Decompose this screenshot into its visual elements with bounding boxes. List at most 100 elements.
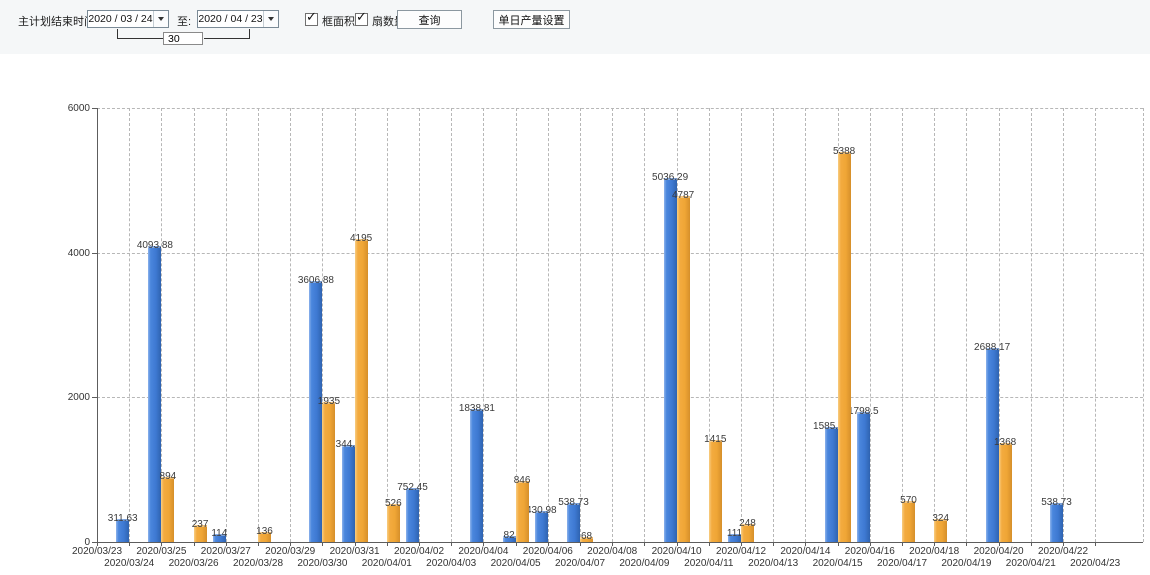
bar-fan-count — [998, 443, 1012, 542]
bar-value-label: 324 — [932, 512, 950, 524]
x-gridline — [580, 108, 581, 542]
x-gridline — [290, 108, 292, 542]
end-date-picker[interactable]: 2020 / 04 / 23 — [197, 10, 279, 28]
bar-fan-count — [354, 238, 368, 542]
x-tick — [1030, 542, 1032, 546]
x-gridline — [644, 108, 646, 542]
bar-value-label: 4787 — [671, 189, 695, 201]
dropdown-arrow-icon[interactable] — [263, 11, 278, 27]
bar-fan-count — [902, 500, 915, 542]
x-tick-label: 2020/04/03 — [426, 558, 477, 569]
bar-fan-count — [708, 439, 722, 542]
x-tick-label: 2020/03/27 — [200, 546, 251, 557]
x-gridline — [708, 108, 710, 542]
x-gridline — [483, 108, 485, 542]
y-tick — [92, 542, 97, 543]
bar-value-label: 4093.88 — [136, 239, 173, 251]
x-tick — [225, 542, 227, 546]
x-tick-label: 2020/03/25 — [136, 546, 187, 557]
x-tick — [966, 542, 968, 546]
connector-line — [249, 29, 250, 39]
x-tick-label: 2020/04/12 — [715, 546, 767, 557]
dropdown-arrow-icon[interactable] — [153, 11, 168, 27]
x-tick — [1063, 542, 1064, 546]
x-tick-label: 2020/03/28 — [232, 558, 284, 569]
query-button[interactable]: 查询 — [397, 10, 462, 29]
bar-value-label: 111 — [726, 527, 743, 539]
bar-frame-area — [309, 281, 323, 542]
bar-frame-area — [148, 245, 162, 542]
frame-area-checkbox[interactable]: ✓ — [305, 9, 318, 26]
interval-days-input[interactable] — [163, 32, 203, 45]
x-tick — [129, 542, 131, 546]
x-gridline — [193, 108, 195, 542]
bar-value-label: 5036.29 — [652, 171, 689, 183]
x-tick — [515, 542, 517, 546]
bar-value-label: 752.45 — [397, 481, 428, 493]
bar-fan-count — [580, 537, 593, 542]
bar-value-label: 2688.17 — [974, 341, 1011, 353]
x-tick-label: 2020/03/30 — [297, 558, 348, 569]
x-gridline — [1095, 108, 1097, 542]
x-tick — [161, 542, 163, 546]
connector-line — [117, 38, 163, 39]
x-tick-label: 2020/03/31 — [329, 546, 380, 557]
x-tick — [354, 542, 356, 546]
bar-value-label: 68 — [580, 531, 593, 543]
start-date-picker[interactable]: 2020 / 03 / 24 — [87, 10, 169, 28]
bar-frame-area — [470, 408, 484, 542]
x-tick — [998, 542, 1000, 546]
y-tick-label: 0 — [84, 537, 90, 548]
x-tick-label: 2020/04/18 — [909, 546, 960, 557]
bar-fan-count — [676, 195, 690, 542]
bar-fan-count — [161, 477, 175, 542]
x-gridline — [161, 108, 163, 542]
x-gridline — [773, 108, 775, 542]
x-tick-label: 2020/04/22 — [1037, 546, 1089, 557]
y-tick — [92, 397, 97, 399]
x-tick — [1095, 542, 1097, 546]
bar-value-label: 311.63 — [107, 513, 138, 525]
bar-frame-area — [212, 533, 226, 542]
x-tick-label: 2020/04/13 — [748, 558, 799, 569]
x-tick — [97, 542, 98, 546]
y-tick-label: 2000 — [67, 392, 90, 404]
x-tick-label: 2020/04/08 — [587, 546, 638, 557]
y-gridline — [97, 108, 1143, 109]
x-tick — [547, 542, 549, 546]
bar-frame-area — [856, 411, 870, 542]
bar-value-label: 430.98 — [526, 504, 557, 516]
x-gridline — [322, 108, 324, 542]
daily-output-settings-button[interactable]: 单日产量设置 — [493, 10, 570, 29]
x-gridline — [934, 108, 936, 542]
y-axis-line — [97, 108, 98, 542]
bar-value-label: 1344.95 — [330, 438, 367, 450]
x-tick — [258, 542, 259, 546]
bar-fan-count — [837, 152, 851, 542]
x-tick — [644, 542, 646, 546]
x-gridline — [547, 108, 549, 542]
x-gridline — [419, 108, 420, 542]
x-tick — [483, 542, 485, 546]
x-tick — [419, 542, 420, 546]
bar-value-label: 538.73 — [1041, 496, 1072, 508]
bar-value-label: 526 — [384, 497, 402, 509]
bar-value-label: 846 — [513, 474, 531, 486]
x-tick-label: 2020/04/16 — [844, 546, 895, 557]
end-date-value: 2020 / 04 / 23 — [198, 13, 263, 25]
x-tick — [580, 542, 581, 546]
x-tick-label: 2020/04/10 — [651, 546, 702, 557]
y-tick — [92, 108, 97, 109]
x-tick — [805, 542, 807, 546]
x-tick — [451, 542, 453, 546]
x-gridline — [225, 108, 227, 542]
bar-frame-area — [502, 536, 516, 542]
bar-value-label: 114 — [211, 527, 228, 539]
bar-value-label: 894 — [159, 471, 177, 483]
bar-frame-area — [663, 177, 677, 542]
fan-count-checkbox[interactable]: ✓ — [355, 10, 368, 26]
check-icon: ✓ — [306, 9, 317, 24]
x-tick — [193, 542, 195, 546]
x-tick-label: 2020/04/09 — [619, 558, 670, 569]
